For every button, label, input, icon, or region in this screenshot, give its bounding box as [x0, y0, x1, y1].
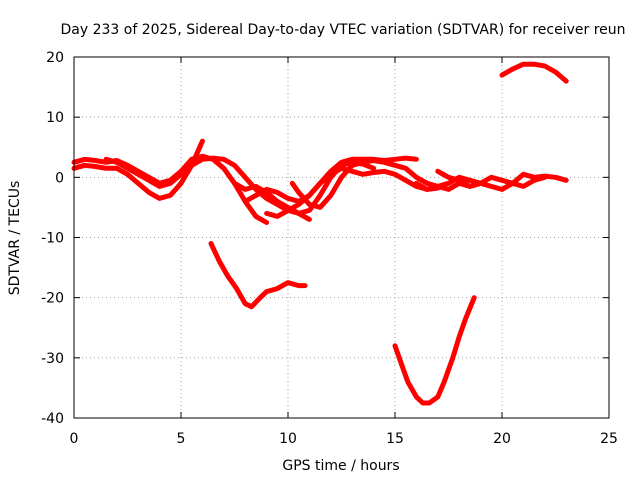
x-tick-label: 15: [386, 431, 404, 447]
chart-title: Day 233 of 2025, Sidereal Day-to-day VTE…: [60, 22, 625, 38]
y-tick-label: -30: [41, 351, 64, 367]
series-arc-9: [435, 168, 548, 192]
y-tick-label: 10: [46, 110, 64, 126]
y-axis-label: SDTVAR / TECUs: [7, 181, 23, 296]
series-arc-12: [499, 61, 569, 84]
axis-ticks: 0 5 10 15 20 25 -40 -30 -20 -10 0 10 20: [41, 50, 618, 447]
x-tick-label: 0: [70, 431, 79, 447]
x-tick-label: 10: [279, 431, 297, 447]
series-arc-7: [289, 158, 484, 210]
series-arc-10: [208, 241, 308, 310]
x-axis-label: GPS time / hours: [282, 458, 399, 474]
series-arc-4: [232, 159, 377, 216]
series-arc-11: [392, 295, 477, 406]
series-arc-6: [264, 165, 441, 219]
y-tick-label: -40: [41, 411, 64, 427]
grid-lines: [74, 57, 609, 418]
x-tick-label: 5: [177, 431, 186, 447]
x-tick-label: 20: [493, 431, 511, 447]
y-tick-label: 0: [55, 170, 64, 186]
y-tick-label: -10: [41, 231, 64, 247]
series-arc-3: [103, 155, 312, 222]
y-tick-label: 20: [46, 50, 64, 66]
data-series: [71, 61, 569, 406]
y-tick-label: -20: [41, 291, 64, 307]
series-arc-5: [242, 155, 419, 204]
x-tick-label: 25: [600, 431, 618, 447]
series-arc-2: [71, 138, 205, 201]
